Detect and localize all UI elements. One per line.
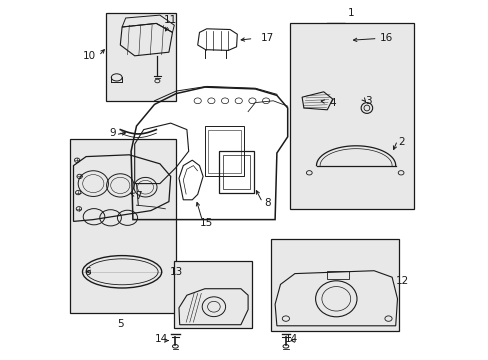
Bar: [271, 239, 399, 331]
Bar: [70, 139, 176, 313]
Bar: [219, 151, 253, 193]
Bar: [106, 13, 176, 101]
Bar: [223, 155, 249, 189]
Bar: [204, 126, 244, 176]
Text: 14: 14: [155, 334, 168, 344]
Text: 7: 7: [135, 191, 142, 201]
Text: 10: 10: [82, 51, 95, 61]
Bar: [208, 130, 241, 173]
Text: 16: 16: [379, 33, 392, 43]
Text: 13: 13: [170, 267, 183, 277]
Text: 12: 12: [395, 276, 408, 286]
Bar: [174, 261, 251, 328]
Text: 17: 17: [261, 33, 274, 43]
Text: 14: 14: [284, 334, 297, 344]
Text: 11: 11: [164, 15, 177, 25]
Text: 8: 8: [264, 198, 271, 208]
Text: 1: 1: [346, 8, 353, 18]
Text: 3: 3: [365, 96, 371, 106]
Text: 2: 2: [397, 137, 404, 147]
Text: 6: 6: [84, 267, 91, 277]
Bar: [289, 23, 413, 209]
Text: 4: 4: [329, 98, 335, 108]
Bar: [326, 271, 348, 279]
Text: 15: 15: [200, 218, 213, 228]
Text: 5: 5: [117, 319, 123, 329]
Text: 9: 9: [110, 128, 116, 138]
